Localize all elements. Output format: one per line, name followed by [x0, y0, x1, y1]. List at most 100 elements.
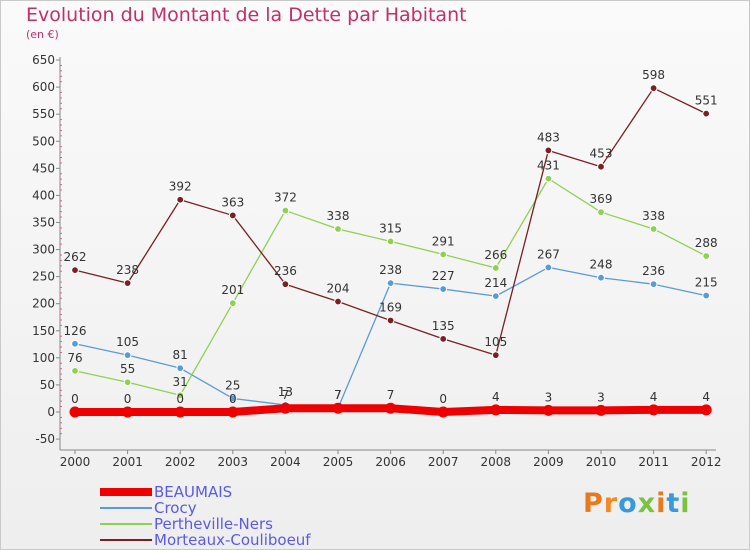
data-label-morteaux-couliboeuf: 262	[64, 250, 87, 264]
data-label-pertheville-ners: 369	[590, 192, 613, 206]
legend-swatch-crocy	[100, 507, 152, 509]
data-point-pertheville-ners	[228, 299, 237, 308]
data-label-morteaux-couliboeuf: 105	[484, 335, 507, 349]
data-point-crocy	[228, 394, 237, 403]
data-point-morteaux-couliboeuf	[281, 280, 290, 289]
data-point-pertheville-ners	[176, 391, 185, 400]
data-point-pertheville-ners	[597, 208, 605, 217]
data-label-morteaux-couliboeuf: 598	[642, 68, 665, 82]
data-point-beaumais	[542, 404, 554, 416]
data-point-pertheville-ners	[702, 252, 711, 260]
x-tick-label: 2010	[586, 455, 617, 469]
data-label-beaumais: 3	[597, 390, 605, 404]
y-tick-label: 250	[32, 270, 55, 284]
data-point-pertheville-ners	[281, 206, 290, 215]
data-point-morteaux-couliboeuf	[334, 297, 342, 306]
data-label-morteaux-couliboeuf: 238	[116, 263, 139, 277]
legend-item-morteaux-couliboeuf: Morteaux-Couliboeuf	[100, 532, 311, 548]
data-label-crocy: 7	[334, 388, 342, 402]
data-label-crocy: 238	[379, 263, 402, 277]
data-point-morteaux-couliboeuf	[123, 279, 132, 288]
y-tick-label: 600	[32, 80, 55, 94]
data-label-beaumais: 0	[176, 392, 184, 406]
series-line-crocy	[74, 266, 707, 409]
data-label-pertheville-ners: 201	[221, 283, 244, 297]
data-point-morteaux-couliboeuf	[649, 84, 658, 93]
data-point-crocy	[71, 339, 79, 348]
y-tick-label: 0	[47, 405, 55, 419]
data-point-morteaux-couliboeuf	[597, 162, 605, 171]
data-label-beaumais: 0	[439, 392, 447, 406]
legend-label-beaumais: BEAUMAIS	[154, 483, 233, 501]
y-tick-label: 400	[32, 188, 55, 202]
x-tick-label: 2011	[638, 455, 669, 469]
data-label-morteaux-couliboeuf: 483	[537, 130, 560, 144]
logo-letter: r	[603, 488, 619, 519]
data-point-crocy	[439, 285, 448, 293]
data-label-beaumais: 7	[282, 388, 290, 402]
y-tick-label: 200	[32, 297, 55, 311]
data-label-beaumais: 0	[124, 392, 132, 406]
data-point-morteaux-couliboeuf	[71, 266, 79, 275]
data-point-crocy	[386, 279, 395, 288]
data-point-morteaux-couliboeuf	[439, 334, 448, 343]
x-tick-label: 2000	[60, 455, 91, 469]
data-label-beaumais: 0	[71, 392, 79, 406]
data-point-pertheville-ners	[491, 264, 500, 272]
data-point-beaumais	[595, 404, 607, 416]
data-point-pertheville-ners	[649, 225, 658, 233]
data-label-morteaux-couliboeuf: 135	[432, 319, 455, 333]
data-label-morteaux-couliboeuf: 204	[327, 282, 350, 296]
unit-label: (en €)	[26, 28, 59, 41]
data-point-beaumais	[174, 406, 186, 418]
y-tick-label: 100	[32, 351, 55, 365]
y-tick-label: 650	[32, 53, 55, 67]
data-label-morteaux-couliboeuf: 169	[379, 300, 402, 314]
data-label-pertheville-ners: 372	[274, 191, 297, 205]
x-tick-label: 2009	[533, 455, 564, 469]
data-point-beaumais	[385, 402, 397, 414]
x-tick-label: 2003	[218, 455, 249, 469]
data-point-beaumais	[700, 404, 712, 416]
y-tick-label: 300	[32, 243, 55, 257]
data-point-pertheville-ners	[439, 250, 448, 259]
data-label-pertheville-ners: 291	[432, 234, 455, 248]
data-label-morteaux-couliboeuf: 453	[590, 147, 613, 161]
data-label-pertheville-ners: 31	[173, 375, 188, 389]
data-label-pertheville-ners: 431	[537, 159, 560, 173]
data-label-pertheville-ners: 76	[67, 351, 82, 365]
data-point-pertheville-ners	[71, 366, 79, 375]
data-label-crocy: 236	[642, 264, 665, 278]
proxiti-logo: Proxiti	[583, 488, 691, 519]
y-tick-label: 450	[32, 161, 55, 175]
data-label-morteaux-couliboeuf: 236	[274, 264, 297, 278]
data-label-crocy: 227	[432, 269, 455, 283]
data-point-morteaux-couliboeuf	[176, 195, 185, 204]
logo-letter: i	[680, 488, 691, 519]
data-point-crocy	[649, 280, 658, 289]
data-point-beaumais	[227, 406, 239, 418]
data-label-beaumais: 3	[545, 390, 553, 404]
data-point-pertheville-ners	[544, 174, 553, 183]
logo-letter: i	[656, 488, 667, 519]
data-label-beaumais: 4	[702, 390, 710, 404]
logo-letter: o	[618, 488, 638, 519]
legend-swatch-beaumais	[100, 488, 152, 496]
y-tick-label: -50	[35, 432, 55, 446]
data-label-morteaux-couliboeuf: 392	[169, 180, 192, 194]
data-label-morteaux-couliboeuf: 363	[221, 195, 244, 209]
data-label-beaumais: 4	[650, 390, 658, 404]
legend-item-crocy: Crocy	[100, 500, 311, 516]
data-label-morteaux-couliboeuf: 551	[695, 94, 718, 108]
legend: BEAUMAIS Crocy Pertheville-Ners Morteaux-Co…	[100, 484, 311, 548]
y-tick-label: 550	[32, 107, 55, 121]
chart-title: Evolution du Montant de la Dette par Hab…	[26, 4, 467, 26]
legend-label-morteaux-couliboeuf: Morteaux-Couliboeuf	[154, 531, 311, 549]
y-tick-label: 500	[32, 134, 55, 148]
data-point-beaumais	[437, 406, 449, 418]
x-tick-label: 2001	[112, 455, 143, 469]
data-label-beaumais: 4	[492, 390, 500, 404]
x-tick-label: 2008	[481, 455, 512, 469]
x-tick-label: 2007	[428, 455, 459, 469]
